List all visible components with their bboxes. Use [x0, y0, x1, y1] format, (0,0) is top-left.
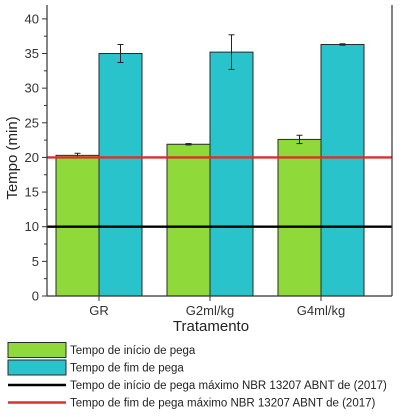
- y-tick-label-25: 25: [25, 115, 39, 130]
- reference-lines-layer: [47, 156, 392, 228]
- bar-fim-2: [320, 43, 365, 297]
- y-tick-label-10: 10: [25, 219, 39, 234]
- x-axis-title: Tratamento: [173, 318, 249, 335]
- x-tick-label-2: G4ml/kg: [297, 303, 345, 318]
- y-tick-label-15: 15: [25, 185, 39, 200]
- axes-layer: 0 5 10 15 20 25 30 35 40 GR G2ml/kg G4ml/kg: [25, 5, 393, 318]
- x-tick-label-1: G2ml/kg: [186, 303, 234, 318]
- bars-layer: [55, 43, 365, 297]
- legend-swatch-fim: [7, 359, 67, 376]
- bar-inicio-2: [277, 138, 322, 297]
- x-tick-label-0: GR: [89, 303, 109, 318]
- y-axis-title: Tempo (min): [4, 116, 21, 199]
- bar-inicio-1: [166, 143, 211, 297]
- bar-fim-0: [98, 53, 143, 297]
- bar-fim-1: [209, 51, 254, 297]
- legend-label-inicio: Tempo de início de pega: [70, 345, 196, 357]
- legend-label-ref-inicio: Tempo de início de pega máximo NBR 13207…: [70, 380, 387, 392]
- y-tick-label-0: 0: [32, 289, 39, 304]
- legend-swatch-inicio: [7, 342, 67, 358]
- y-tick-label-5: 5: [32, 254, 39, 269]
- legend-label-ref-fim: Tempo de fim de pega máximo NBR 13207 AB…: [70, 398, 376, 410]
- y-tick-label-20: 20: [25, 150, 39, 165]
- y-tick-label-30: 30: [25, 81, 39, 96]
- legend: Tempo de início de pega Tempo de fim de p…: [7, 342, 387, 410]
- y-tick-label-35: 35: [25, 46, 39, 61]
- legend-label-fim: Tempo de fim de pega: [70, 363, 184, 375]
- y-tick-label-40: 40: [25, 11, 39, 26]
